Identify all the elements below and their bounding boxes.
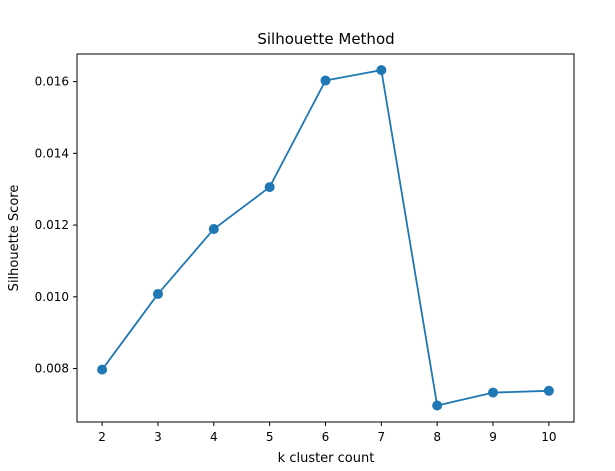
x-tick-label: 8 — [433, 430, 441, 444]
y-axis-label: Silhouette Score — [7, 185, 22, 292]
ticks: 2 3 4 5 6 7 8 9 10 0.008 0.010 0.012 0.014 0.016 — [35, 75, 557, 444]
data-point — [152, 288, 163, 299]
x-tick-label: 4 — [210, 430, 218, 444]
y-tick-label: 0.008 — [35, 362, 69, 376]
x-axis-label: k cluster count — [278, 451, 375, 466]
x-tick-label: 7 — [378, 430, 386, 444]
x-tick-label: 10 — [541, 430, 556, 444]
series-layer — [97, 65, 554, 411]
data-point — [376, 65, 387, 76]
y-tick-label: 0.014 — [35, 146, 69, 160]
data-point — [320, 75, 331, 86]
data-point — [208, 224, 219, 235]
x-tick-label: 3 — [154, 430, 162, 444]
data-point — [543, 385, 554, 396]
x-tick-label: 9 — [489, 430, 497, 444]
chart-title: Silhouette Method — [257, 30, 394, 48]
x-tick-label: 6 — [322, 430, 330, 444]
axes — [76, 53, 575, 423]
data-point — [432, 400, 443, 411]
series-line — [101, 69, 549, 407]
data-point — [97, 364, 108, 375]
x-tick-label: 2 — [98, 430, 106, 444]
y-tick-label: 0.012 — [35, 218, 69, 232]
data-point — [264, 182, 275, 193]
x-tick-label: 5 — [266, 430, 274, 444]
data-point — [488, 387, 499, 398]
plot-frame — [76, 53, 575, 423]
y-tick-label: 0.016 — [35, 75, 69, 89]
y-tick-label: 0.010 — [35, 290, 69, 304]
